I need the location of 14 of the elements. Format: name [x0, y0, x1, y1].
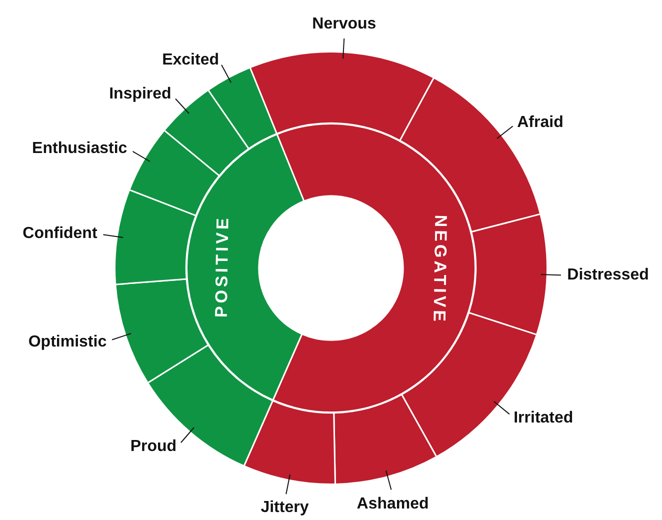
- slice-label: Jittery: [260, 499, 309, 516]
- slice-label: Distressed: [567, 266, 649, 284]
- slice-label: Optimistic: [28, 333, 107, 350]
- slice-label: Afraid: [517, 114, 564, 131]
- slice-label: POSITIVE: [212, 215, 232, 318]
- slice-label: Nervous: [312, 16, 376, 33]
- slice-label: Enthusiastic: [32, 140, 128, 157]
- slice-label: Ashamed: [356, 495, 429, 512]
- slice-label: Excited: [162, 51, 219, 68]
- slice-label: NEGATIVE: [430, 214, 450, 325]
- slice-label: Confident: [22, 224, 98, 242]
- slice-label: Irritated: [514, 409, 574, 426]
- slice-label: Inspired: [109, 85, 172, 102]
- slice-label: Proud: [130, 438, 177, 456]
